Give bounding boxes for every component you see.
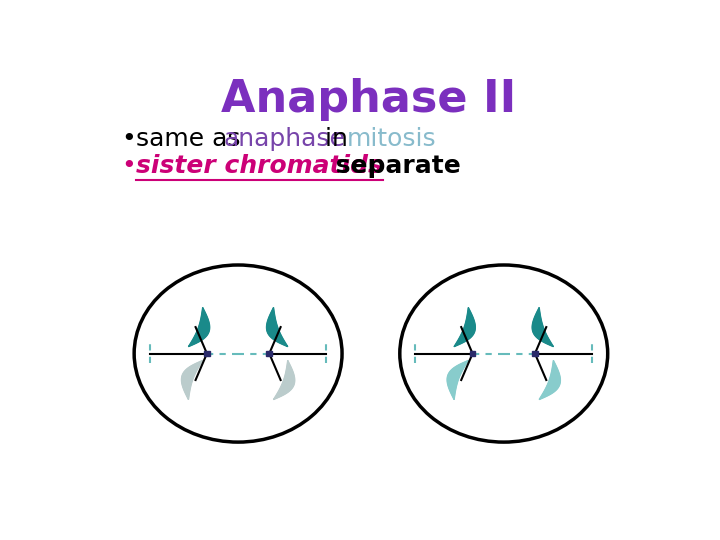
Polygon shape <box>181 361 203 400</box>
Polygon shape <box>532 308 554 347</box>
Text: sister chromatids: sister chromatids <box>137 154 383 178</box>
Bar <box>469 350 475 356</box>
Text: Anaphase II: Anaphase II <box>221 78 517 121</box>
Text: separate: separate <box>327 154 460 178</box>
Polygon shape <box>454 308 475 347</box>
Text: •: • <box>121 154 136 178</box>
Polygon shape <box>266 308 288 347</box>
Bar <box>204 350 210 356</box>
Text: •: • <box>121 127 136 152</box>
Polygon shape <box>274 361 294 400</box>
Polygon shape <box>447 361 468 400</box>
Text: anaphase: anaphase <box>223 127 345 152</box>
Polygon shape <box>539 361 560 400</box>
Text: same as: same as <box>137 127 249 152</box>
Polygon shape <box>189 308 210 347</box>
Bar <box>266 350 272 356</box>
Text: mitosis: mitosis <box>347 127 436 152</box>
Text: in: in <box>317 127 356 152</box>
Bar <box>532 350 538 356</box>
